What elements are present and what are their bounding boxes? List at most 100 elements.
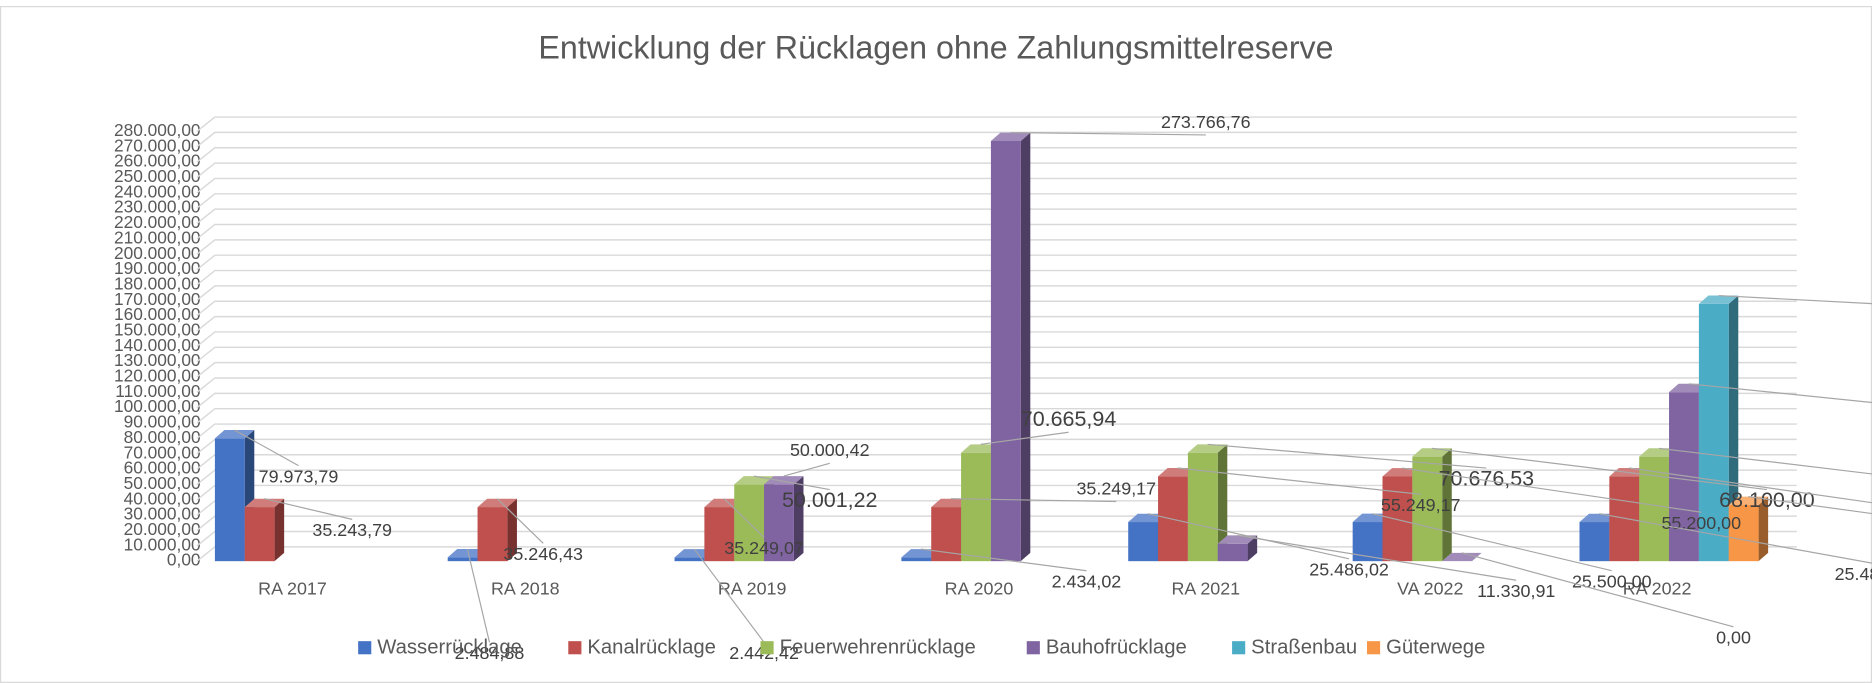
data-label: 25.489,83	[1835, 564, 1872, 584]
data-label: 55.200,00	[1661, 513, 1741, 533]
y-tick-label: 180.000,00	[114, 273, 201, 293]
y-tick-label: 240.000,00	[114, 181, 201, 201]
bar-top	[1669, 383, 1709, 393]
legend-label: Güterwege	[1386, 637, 1485, 659]
leader-line	[1402, 467, 1702, 513]
x-tick-label: RA 2021	[1171, 579, 1240, 599]
legend-swatch	[1026, 641, 1040, 655]
bar	[1639, 456, 1670, 562]
bar-top	[901, 549, 941, 558]
bar-top	[214, 430, 255, 439]
leader-line	[1237, 534, 1517, 581]
bar	[477, 507, 508, 562]
grid-line	[196, 331, 1797, 347]
grid-line	[196, 407, 1797, 424]
data-label: 11.330,91	[1477, 581, 1555, 601]
bar	[447, 557, 478, 562]
leader-line	[693, 548, 765, 643]
x-tick-label: RA 2018	[491, 579, 560, 599]
y-tick-label: 10.000,00	[124, 534, 201, 554]
y-tick-label: 200.000,00	[114, 243, 201, 263]
leader-line	[753, 475, 830, 491]
bar-side	[274, 498, 285, 562]
leader-line	[1010, 131, 1206, 136]
legend-label: Straßenbau	[1251, 637, 1357, 659]
leader-line	[1748, 496, 1872, 515]
legend-swatch	[1366, 641, 1381, 655]
grid-line	[196, 193, 1797, 209]
leader-line	[466, 548, 491, 643]
bar-top	[1412, 448, 1452, 457]
grid-line	[196, 147, 1797, 163]
x-tick-label: VA 2022	[1397, 579, 1463, 599]
bar-top	[931, 498, 971, 508]
legend-label: Bauhofrücklage	[1046, 637, 1187, 659]
bar	[1187, 452, 1218, 562]
leader-line	[1207, 443, 1487, 469]
data-label: 70.676,53	[1439, 467, 1535, 491]
bar-top	[674, 549, 714, 558]
bar	[1728, 504, 1759, 562]
legend-swatch	[568, 641, 582, 655]
leader-line	[1599, 513, 1872, 564]
data-label: 25.486,02	[1309, 559, 1389, 579]
leader-line	[234, 429, 299, 467]
grid-line	[196, 162, 1797, 178]
bar-top	[1639, 448, 1679, 457]
y-tick-label: 20.000,00	[124, 519, 201, 539]
y-tick-label: 70.000,00	[124, 442, 201, 462]
bar-top	[1382, 468, 1422, 477]
grid-line	[196, 254, 1797, 271]
bar	[901, 557, 932, 562]
data-label: 35.246,43	[503, 544, 583, 564]
legend-swatch	[358, 641, 372, 655]
bar	[1217, 543, 1248, 562]
bar	[1698, 303, 1729, 562]
legend-label: Kanalrücklage	[587, 637, 716, 659]
bar-side	[1247, 535, 1258, 562]
bar-top	[477, 498, 517, 508]
bar	[674, 557, 705, 562]
leader-line	[1461, 552, 1734, 628]
y-tick-label: 220.000,00	[114, 212, 201, 232]
data-label: 50.000,42	[790, 440, 870, 460]
bar	[1382, 476, 1413, 562]
data-label: 273.766,76	[1161, 112, 1251, 132]
x-tick-label: RA 2017	[258, 579, 327, 599]
bar-side	[1728, 295, 1739, 562]
bar-top	[1187, 444, 1228, 453]
data-label: 2.484,88	[455, 643, 525, 663]
grid-line	[196, 377, 1797, 393]
y-tick-label: 230.000,00	[114, 197, 201, 217]
grid-line	[196, 300, 1797, 317]
data-label: 55.249,17	[1381, 495, 1461, 515]
y-tick-label: 60.000,00	[124, 458, 201, 478]
data-label: 25.500,00	[1572, 571, 1652, 591]
data-label: 0,00	[1716, 628, 1751, 648]
bar-top	[764, 476, 804, 485]
leader-line	[1177, 467, 1421, 495]
leader-line	[1688, 383, 1872, 404]
grid-line	[196, 346, 1797, 363]
y-tick-label: 160.000,00	[114, 304, 201, 324]
y-tick-label: 280.000,00	[114, 120, 201, 140]
legend-swatch	[1232, 641, 1246, 655]
chart-title: Entwicklung der Rücklagen ohne Zahlungsm…	[538, 30, 1333, 66]
bar	[1669, 392, 1699, 562]
data-label: 68.100,00	[1719, 488, 1815, 512]
x-tick-label: RA 2020	[945, 579, 1014, 599]
leader-line	[264, 498, 353, 520]
bar	[764, 484, 794, 562]
grid-line	[196, 116, 1797, 132]
y-tick-label: 210.000,00	[114, 227, 201, 247]
leader-line	[920, 548, 1087, 572]
y-tick-label: 190.000,00	[114, 258, 201, 278]
grid-line	[196, 315, 1797, 332]
grid-line	[196, 423, 1797, 439]
data-label: 70.665,94	[1021, 407, 1117, 431]
data-label: 50.001,22	[782, 488, 878, 512]
leader-line	[950, 498, 1117, 503]
leader-line	[1431, 447, 1768, 491]
leader-line	[1372, 513, 1612, 572]
